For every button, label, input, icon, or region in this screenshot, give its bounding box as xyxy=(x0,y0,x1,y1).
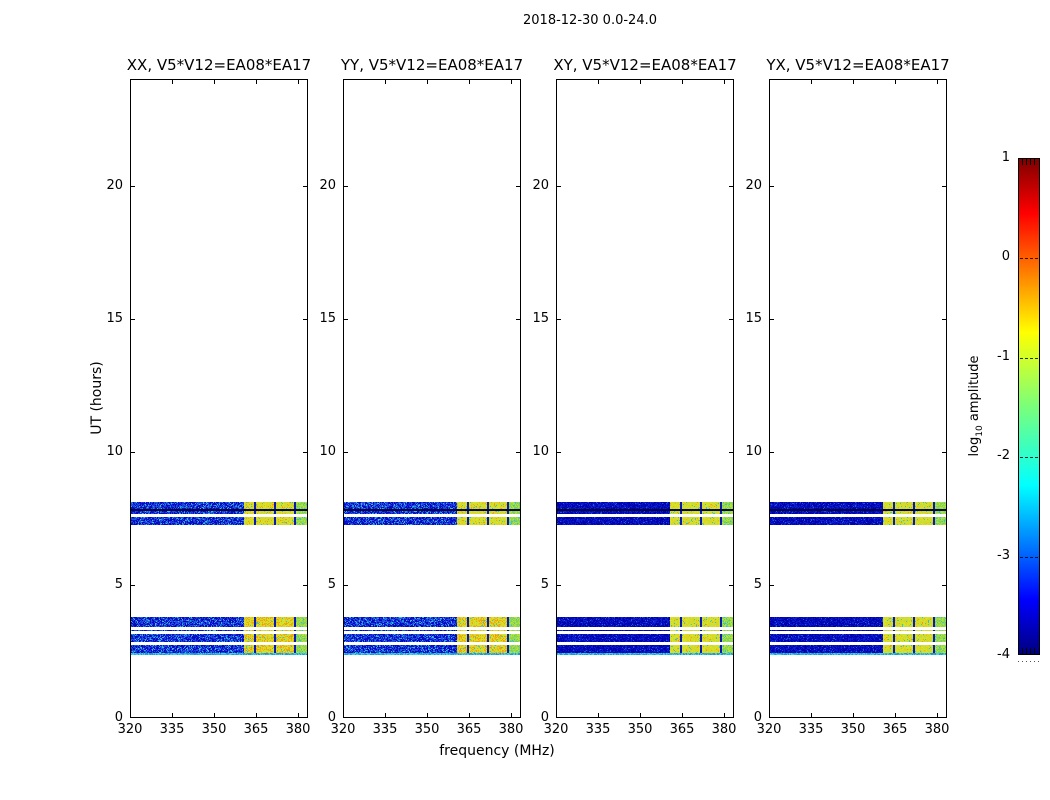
y-tick-label: 15 xyxy=(745,310,762,326)
colorbar-tick-label: -4 xyxy=(997,647,1010,662)
x-tick-label: 365 xyxy=(882,722,908,737)
y-tick-label: 20 xyxy=(532,177,549,193)
x-tick-label: 320 xyxy=(117,722,143,737)
y-tick-label: 10 xyxy=(319,443,336,459)
x-tick-label: 380 xyxy=(498,722,524,737)
panel-title-xy: XY, V5*V12=EA08*EA17 xyxy=(553,56,737,74)
x-tick-label: 320 xyxy=(543,722,569,737)
colorbar-label-sub: 10 xyxy=(974,425,985,437)
x-tick-label: 365 xyxy=(456,722,482,737)
y-tick-label: 5 xyxy=(114,576,123,592)
y-tick-label: 15 xyxy=(532,310,549,326)
x-tick-label: 380 xyxy=(285,722,311,737)
colorbar-top-dashes xyxy=(1022,159,1036,165)
figure-title: 2018-12-30 0.0-24.0 xyxy=(523,13,657,28)
x-tick-label: 380 xyxy=(711,722,737,737)
heatmap-canvas-yy xyxy=(343,79,521,718)
x-tick-label: 350 xyxy=(414,722,440,737)
x-tick-label: 335 xyxy=(159,722,185,737)
y-tick-label: 15 xyxy=(319,310,336,326)
panel-title-yx: YX, V5*V12=EA08*EA17 xyxy=(766,56,950,74)
colorbar-gradient xyxy=(1019,159,1039,654)
colorbar-label: log10 amplitude xyxy=(967,355,985,456)
x-tick-label: 365 xyxy=(243,722,269,737)
x-tick-label: 365 xyxy=(669,722,695,737)
y-tick-label: 5 xyxy=(753,576,762,592)
y-tick-label: 20 xyxy=(319,177,336,193)
panel-title-xx: XX, V5*V12=EA08*EA17 xyxy=(126,56,312,74)
y-tick-label: 10 xyxy=(106,443,123,459)
y-tick-label: 10 xyxy=(745,443,762,459)
y-tick-label: 5 xyxy=(327,576,336,592)
colorbar-tick-label: -2 xyxy=(997,448,1010,464)
y-tick-label: 0 xyxy=(540,710,549,725)
colorbar-label-base: log xyxy=(967,436,983,457)
heatmap-canvas-xy xyxy=(556,79,734,718)
y-tick-label: 0 xyxy=(753,710,762,725)
colorbar-tick-label: 0 xyxy=(1001,249,1010,265)
colorbar-tick-line xyxy=(1020,556,1038,558)
x-tick-label: 350 xyxy=(840,722,866,737)
x-tick-label: 380 xyxy=(924,722,950,737)
x-axis-label: frequency (MHz) xyxy=(439,743,555,759)
y-tick-label: 0 xyxy=(327,710,336,725)
x-tick-label: 335 xyxy=(798,722,824,737)
x-tick-label: 335 xyxy=(372,722,398,737)
colorbar-tick-label: -3 xyxy=(997,547,1010,563)
y-tick-label: 10 xyxy=(532,443,549,459)
y-axis-label: UT (hours) xyxy=(89,361,105,435)
y-tick-label: 0 xyxy=(114,710,123,725)
colorbar-bottom-dashes xyxy=(1022,648,1036,654)
colorbar-tick-line xyxy=(1020,258,1038,260)
colorbar-tick-label: -1 xyxy=(997,348,1010,364)
y-tick-label: 20 xyxy=(745,177,762,193)
x-tick-label: 320 xyxy=(756,722,782,737)
panel-title-yy: YY, V5*V12=EA08*EA17 xyxy=(340,56,524,74)
heatmap-canvas-yx xyxy=(769,79,947,718)
colorbar-tick-line xyxy=(1020,457,1038,459)
y-tick-label: 5 xyxy=(540,576,549,592)
colorbar-tick-label: 1 xyxy=(1001,150,1010,165)
x-tick-label: 350 xyxy=(201,722,227,737)
heatmap-canvas-xx xyxy=(130,79,308,718)
y-tick-label: 20 xyxy=(106,177,123,193)
colorbar xyxy=(1018,158,1040,655)
colorbar-label-rest: amplitude xyxy=(967,355,983,426)
x-tick-label: 350 xyxy=(627,722,653,737)
x-tick-label: 335 xyxy=(585,722,611,737)
y-tick-label: 15 xyxy=(106,310,123,326)
colorbar-tick-line xyxy=(1020,357,1038,359)
colorbar-edge-dots xyxy=(1018,661,1040,662)
x-tick-label: 320 xyxy=(330,722,356,737)
